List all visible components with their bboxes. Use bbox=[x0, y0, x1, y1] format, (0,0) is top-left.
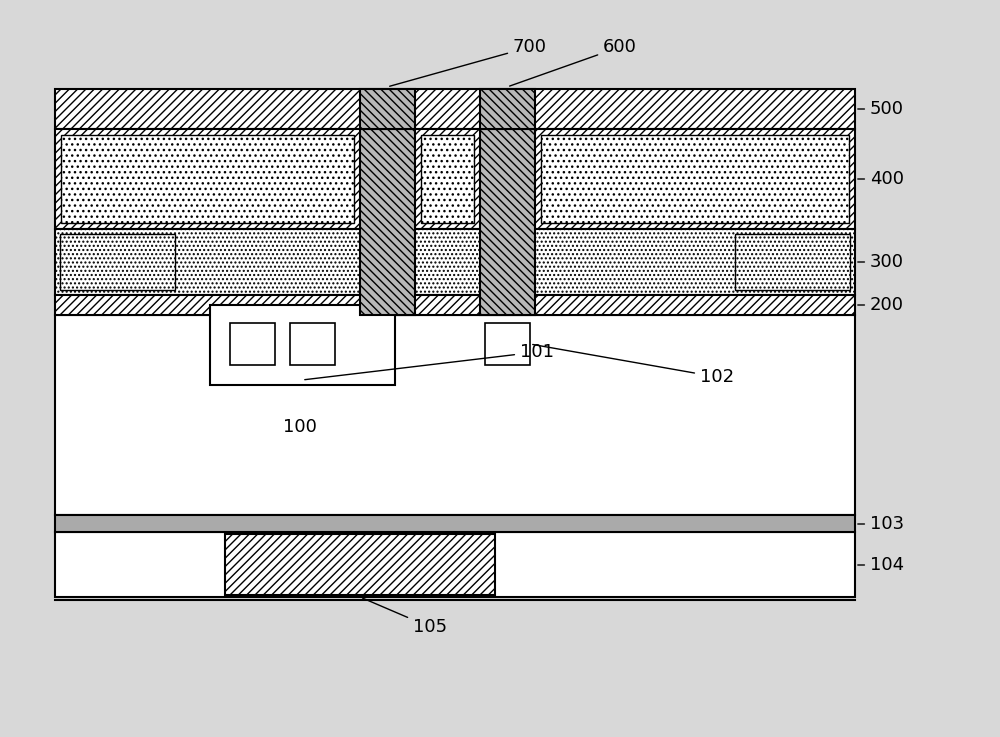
Bar bbox=[290, 323, 335, 365]
Bar bbox=[735, 234, 850, 290]
Bar bbox=[485, 323, 530, 365]
Bar bbox=[55, 89, 855, 129]
Text: 104: 104 bbox=[858, 556, 904, 574]
Text: 103: 103 bbox=[858, 515, 904, 533]
Bar bbox=[210, 305, 395, 385]
Text: 100: 100 bbox=[283, 418, 317, 436]
Text: 102: 102 bbox=[533, 344, 734, 386]
Bar bbox=[55, 315, 855, 515]
Bar bbox=[55, 229, 855, 295]
Bar bbox=[60, 234, 175, 290]
Bar bbox=[225, 534, 495, 595]
Text: 500: 500 bbox=[858, 100, 904, 118]
Bar bbox=[230, 323, 275, 365]
Text: 400: 400 bbox=[858, 170, 904, 188]
Bar bbox=[421, 135, 474, 223]
Bar bbox=[541, 135, 849, 223]
Text: 700: 700 bbox=[390, 38, 547, 86]
Text: 200: 200 bbox=[858, 296, 904, 314]
Bar bbox=[480, 129, 535, 315]
Bar bbox=[480, 89, 535, 129]
Text: 101: 101 bbox=[305, 343, 554, 380]
Text: 300: 300 bbox=[858, 253, 904, 271]
Text: 600: 600 bbox=[510, 38, 637, 86]
Text: 105: 105 bbox=[363, 598, 447, 636]
Bar bbox=[360, 129, 415, 315]
Bar bbox=[55, 515, 855, 532]
Bar bbox=[360, 89, 415, 129]
Bar bbox=[55, 295, 855, 315]
Bar bbox=[55, 532, 855, 597]
Bar bbox=[55, 129, 855, 229]
Bar bbox=[61, 135, 354, 223]
